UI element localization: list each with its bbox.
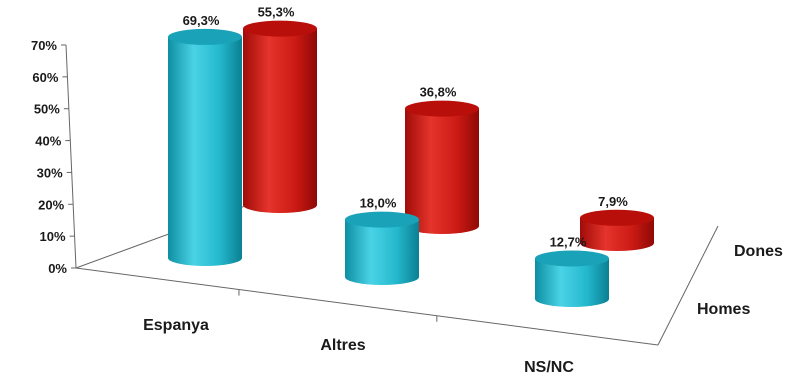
x-axis-ticks [238,289,438,322]
bar-homes-nsnc: 12,7% [535,234,609,307]
y-tick-label: 0% [48,261,67,276]
bars: 55,3% 36,8% 7,9% 69,3% 18,0% 12,7% [168,5,654,307]
bar-top [243,20,317,37]
data-label-dones-nsnc: 7,9% [598,194,628,209]
bar-top [345,211,419,228]
y-tick-label: 10% [40,229,66,244]
bar-homes-espanya: 69,3% [168,13,242,266]
bar-top [168,28,242,45]
series-label-homes: Homes [697,301,750,318]
floor-left-edge [75,267,659,346]
y-tick-label: 30% [37,165,63,180]
data-label-homes-altres: 18,0% [360,196,397,211]
y-tick-label: 50% [34,102,60,117]
y-axis-line [65,44,77,269]
series-label-dones: Dones [734,243,783,260]
bar-body [243,28,317,213]
y-tick-label: 40% [35,134,61,149]
x-label-altres: Altres [320,337,365,354]
bar-dones-altres: 36,8% [405,85,479,234]
floor-right-edge [657,225,719,346]
y-tick-label: 60% [32,70,58,85]
bar-top [580,209,654,226]
x-axis-labels: Espanya Altres NS/NC [143,317,574,376]
bar-top [535,250,609,267]
bar-top [405,100,479,117]
bar-body [405,108,479,234]
data-label-dones-altres: 36,8% [420,85,457,100]
y-tick-label: 70% [31,38,57,53]
data-label-homes-nsnc: 12,7% [550,234,587,249]
bar-dones-nsnc: 7,9% [580,194,654,251]
bar-dones-espanya: 55,3% [243,5,317,213]
bar-body [168,36,242,266]
y-axis-ticks: 0% 10% 20% 30% 40% 50% 60% 70% [31,38,76,276]
y-tick-label: 20% [38,197,64,212]
bar-body [535,258,609,307]
bar-homes-altres: 18,0% [345,196,419,285]
bar-body [580,217,654,251]
series-labels: Dones Homes [697,243,783,318]
bar-body [345,219,419,285]
x-label-espanya: Espanya [143,317,209,334]
x-label-nsnc: NS/NC [524,359,574,376]
data-label-homes-espanya: 69,3% [183,13,220,28]
data-label-dones-espanya: 55,3% [258,5,295,20]
